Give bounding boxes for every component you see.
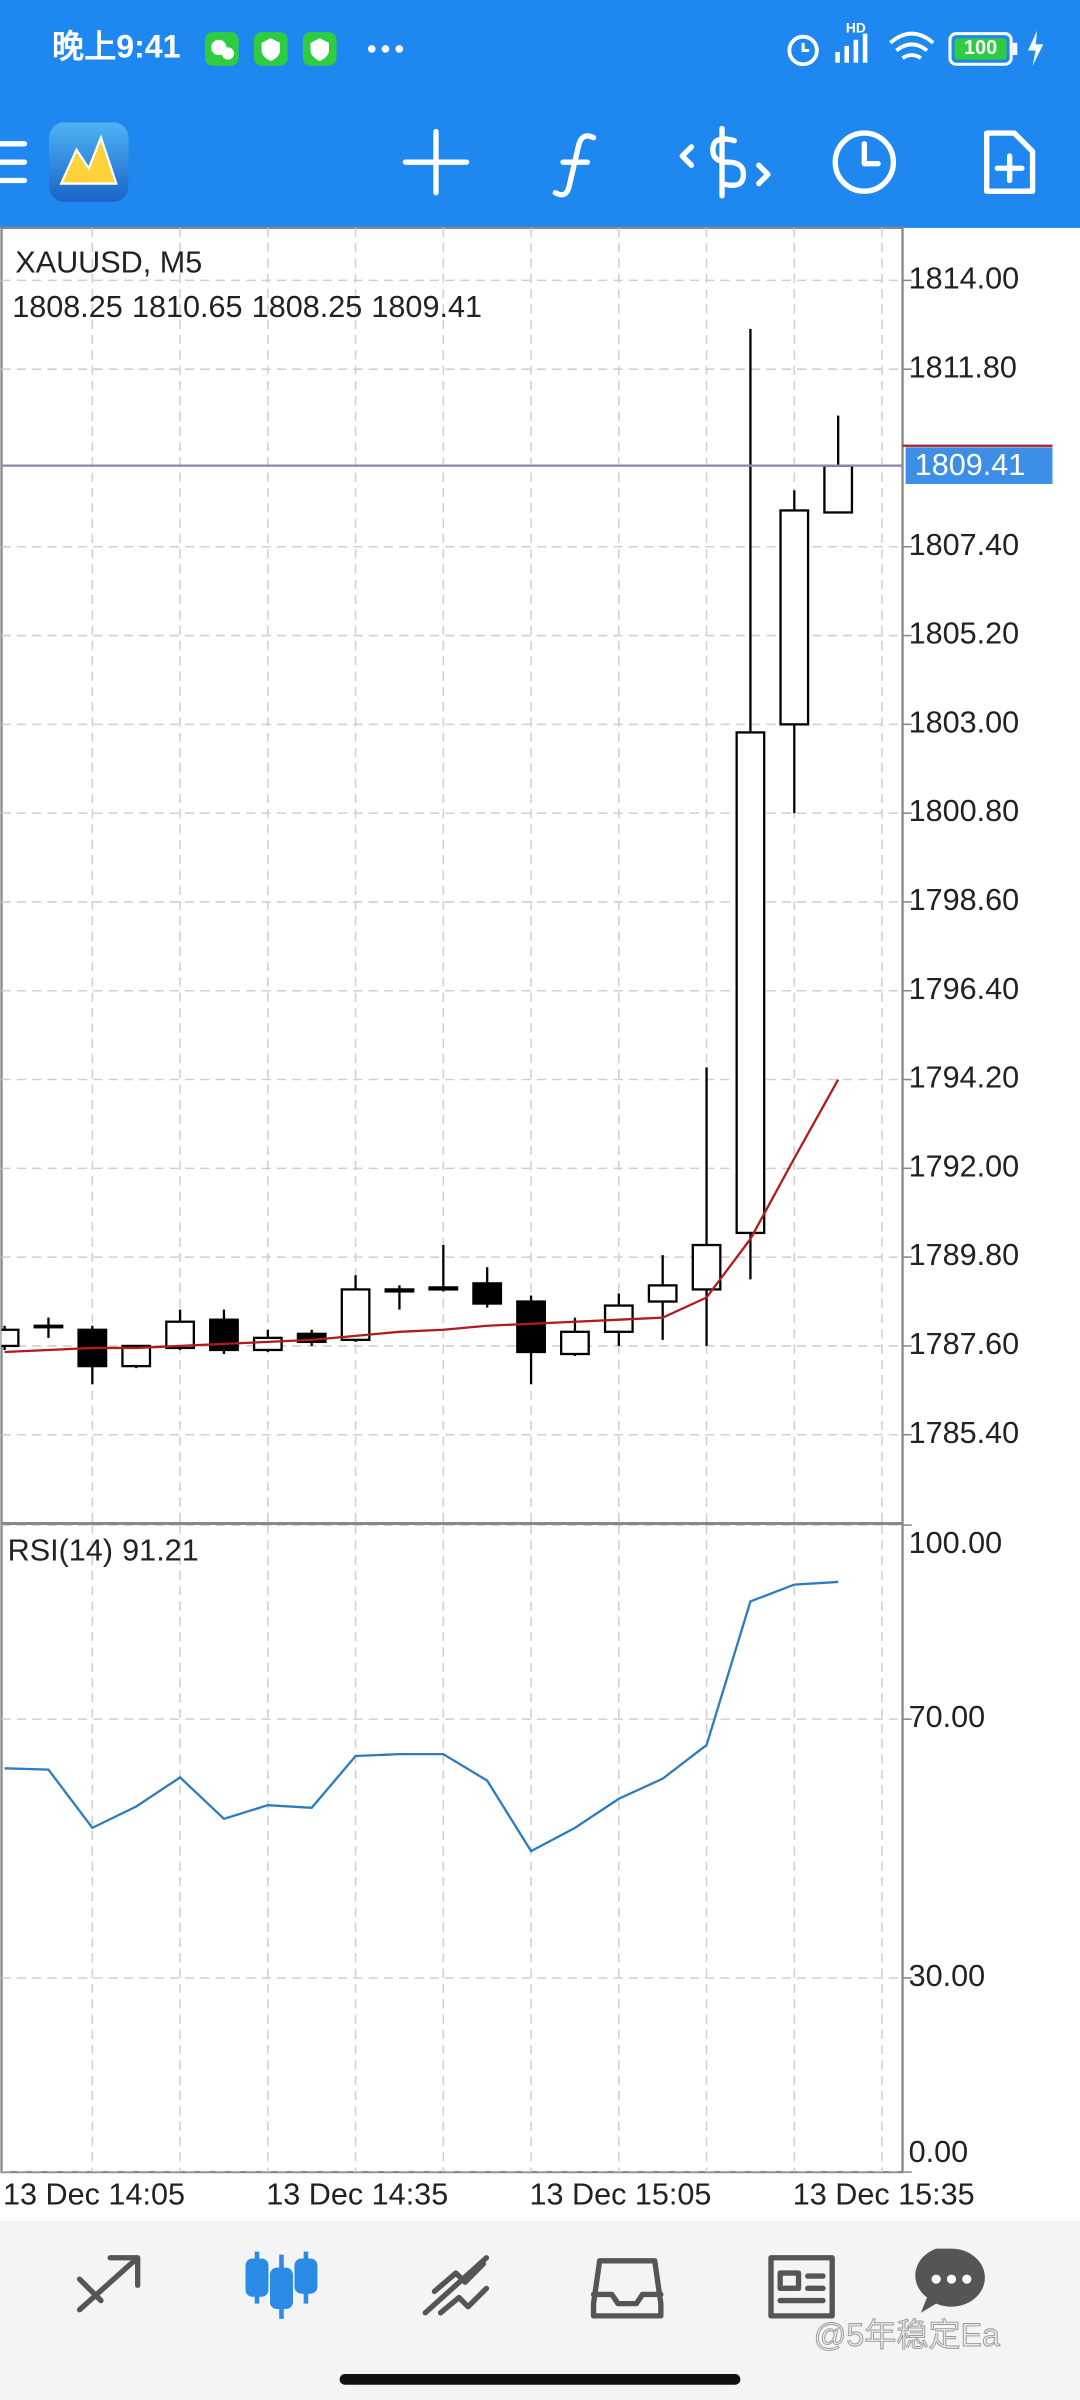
candle-body <box>252 1336 283 1352</box>
candle-body <box>340 1288 371 1342</box>
ohlc-low: 1808.25 <box>252 290 363 324</box>
y-tick-label: 1789.80 <box>909 1238 1020 1272</box>
y-tick-label: 1814.00 <box>909 261 1020 295</box>
x-tick-label: 13 Dec 15:05 <box>530 2178 712 2212</box>
price-label-box <box>905 447 1053 485</box>
candle-body <box>516 1300 546 1354</box>
y-tick-label: 1792.00 <box>909 1149 1020 1183</box>
price-plot <box>1 328 903 1385</box>
nav-history[interactable] <box>590 2258 664 2319</box>
price-label: 1809.41 <box>915 448 1026 482</box>
moving-average-line <box>4 1078 840 1354</box>
status-time: 晚上9:41 <box>52 28 180 64</box>
rsi-value: 91.21 <box>122 1534 199 1568</box>
candle-body <box>384 1288 415 1293</box>
candle-body <box>121 1344 152 1368</box>
trade-button[interactable] <box>679 125 771 199</box>
toolbar <box>0 122 1036 202</box>
candle-body <box>823 464 854 514</box>
ohlc-high: 1810.65 <box>132 290 243 324</box>
ohlc-open: 1808.25 <box>12 290 123 324</box>
watermark: @5年稳定Ea <box>814 2317 1000 2353</box>
bottom-nav <box>0 2221 1080 2400</box>
y-tick-label: 1811.80 <box>909 350 1017 384</box>
y-tick-label: 1794.20 <box>909 1061 1020 1095</box>
nav-trade[interactable] <box>422 2255 490 2316</box>
candle-body <box>560 1330 590 1356</box>
y-tick-label: 70.00 <box>909 1700 986 1734</box>
y-tick-label: 1798.60 <box>909 883 1020 917</box>
status-icons-left <box>204 32 404 66</box>
candle-body <box>428 1286 459 1291</box>
nav-news[interactable] <box>768 2255 835 2319</box>
y-tick-label: 1807.40 <box>909 528 1020 562</box>
nav-quotes[interactable] <box>76 2255 141 2313</box>
period-button[interactable] <box>832 130 897 194</box>
nav-messages[interactable] <box>915 2248 985 2313</box>
home-indicator <box>339 2373 741 2385</box>
x-tick-label: 13 Dec 14:05 <box>3 2178 185 2212</box>
symbol-title: XAUUSD, M5 <box>15 246 202 280</box>
candle-body <box>165 1320 195 1350</box>
chart-frame <box>0 226 904 2174</box>
rsi-plot <box>4 1580 839 1853</box>
menu-button[interactable] <box>0 141 28 184</box>
rsi-name: RSI(14) <box>8 1534 113 1568</box>
crosshair-button[interactable] <box>402 128 470 196</box>
nav-chart[interactable] <box>245 2251 318 2319</box>
candle-body <box>691 1243 722 1291</box>
ohlc-readout: 1808.25 1810.65 1808.25 1809.41 <box>12 290 482 324</box>
status-icons-right <box>787 30 1044 67</box>
y-tick-label: 1803.00 <box>909 705 1020 739</box>
y-tick-label: 100.00 <box>909 1526 1003 1560</box>
y-tick-label: 0.00 <box>909 2135 969 2169</box>
y-tick-label: 1800.80 <box>909 794 1020 828</box>
rsi-readout: RSI(14) 91.21 <box>8 1534 199 1568</box>
indicators-button[interactable] <box>552 133 597 198</box>
axes: 1814.00 1811.80 1807.40 1805.20 1803.00 1800.… <box>3 261 1053 2212</box>
y-tick-label: 1796.40 <box>909 972 1020 1006</box>
y-tick-label: 1787.60 <box>909 1327 1020 1361</box>
y-tick-label: 1805.20 <box>909 617 1020 651</box>
candle-body <box>1 1328 20 1348</box>
objects-button[interactable] <box>984 130 1036 194</box>
candle-body <box>779 509 810 726</box>
status-network: HD <box>846 21 866 36</box>
app-logo[interactable] <box>48 122 129 202</box>
candle-body <box>647 1284 678 1303</box>
candle-body <box>33 1324 64 1329</box>
ohlc-close: 1809.41 <box>371 290 482 324</box>
rsi-line <box>4 1580 839 1853</box>
y-tick-label: 30.00 <box>909 1959 986 1993</box>
candle-body <box>735 731 766 1235</box>
rsi-grid <box>1 1525 903 2173</box>
candle-body <box>472 1282 503 1305</box>
y-tick-label: 1785.40 <box>909 1416 1020 1450</box>
x-tick-label: 13 Dec 14:35 <box>266 2178 448 2212</box>
x-tick-label: 13 Dec 15:35 <box>793 2178 975 2212</box>
status-battery: 100 <box>964 37 997 59</box>
